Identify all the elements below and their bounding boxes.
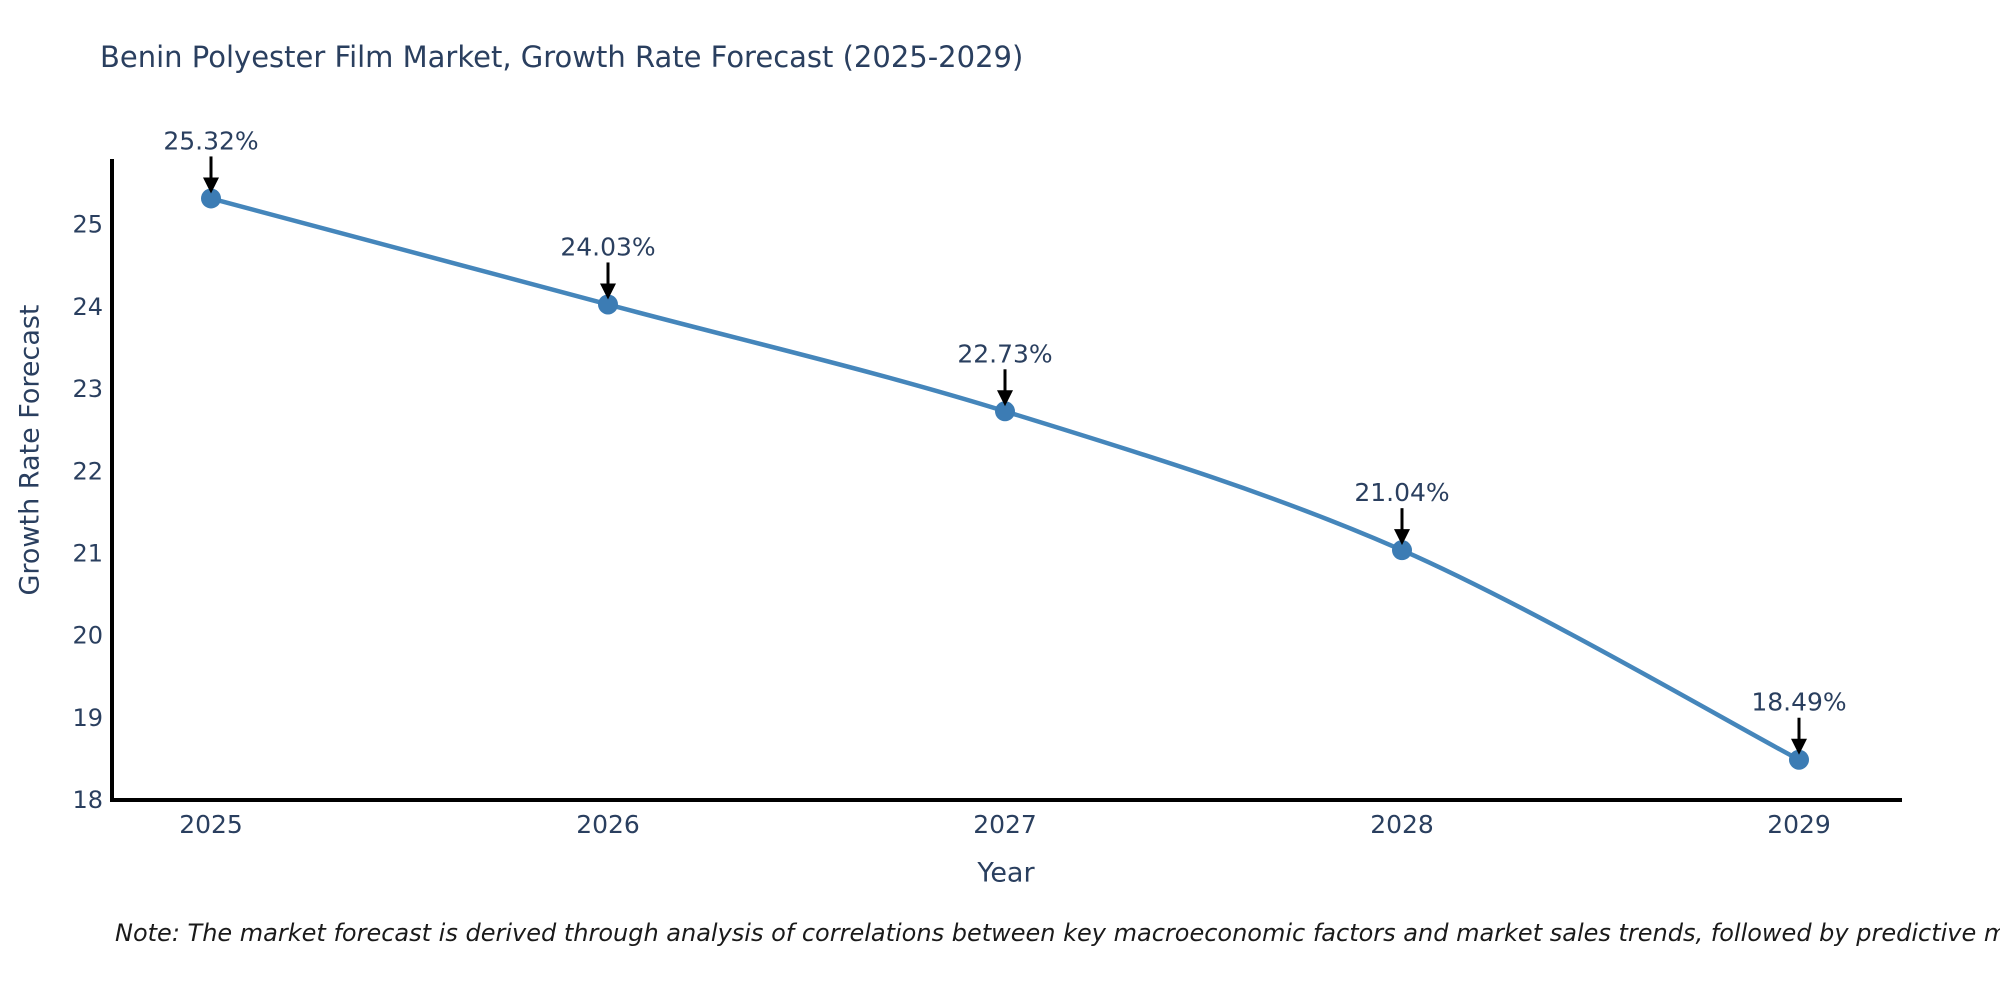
annotation-arrowhead: [203, 177, 219, 194]
y-tick-label: 23: [72, 375, 103, 403]
y-tick-label: 20: [72, 622, 103, 650]
y-tick-label: 24: [72, 293, 103, 321]
point-annotation: 25.32%: [163, 126, 258, 155]
chart-title: Benin Polyester Film Market, Growth Rate…: [100, 40, 1024, 74]
point-annotation: 21.04%: [1354, 478, 1449, 507]
data-point-marker: [995, 401, 1015, 422]
annotation-arrowhead: [1791, 738, 1807, 755]
annotation-arrowhead: [600, 283, 616, 300]
x-axis-title: Year: [977, 857, 1035, 889]
y-tick-label: 25: [72, 211, 103, 239]
y-axis-title: Growth Rate Forecast: [14, 304, 46, 596]
x-tick-label: 2028: [1370, 810, 1434, 839]
y-tick-label: 21: [72, 539, 103, 567]
data-point-marker: [598, 294, 618, 315]
annotation-arrowhead: [1394, 529, 1410, 546]
data-point-marker: [201, 188, 221, 209]
point-annotation: 18.49%: [1751, 688, 1846, 717]
series-line: [208, 196, 1802, 762]
y-tick-label: 22: [72, 457, 103, 485]
y-tick-label: 18: [72, 786, 103, 814]
y-tick-label: 19: [72, 704, 103, 732]
x-tick-label: 2025: [179, 810, 243, 839]
data-point-marker: [1789, 749, 1809, 770]
x-tick-label: 2029: [1767, 810, 1831, 839]
x-tick-label: 2027: [973, 810, 1037, 839]
data-point-marker: [1392, 540, 1412, 561]
point-annotation: 24.03%: [560, 232, 655, 261]
chart-footnote: Note: The market forecast is derived thr…: [115, 919, 2000, 947]
annotation-arrowhead: [997, 390, 1013, 407]
point-annotation: 22.73%: [957, 339, 1052, 368]
x-tick-label: 2026: [576, 810, 640, 839]
